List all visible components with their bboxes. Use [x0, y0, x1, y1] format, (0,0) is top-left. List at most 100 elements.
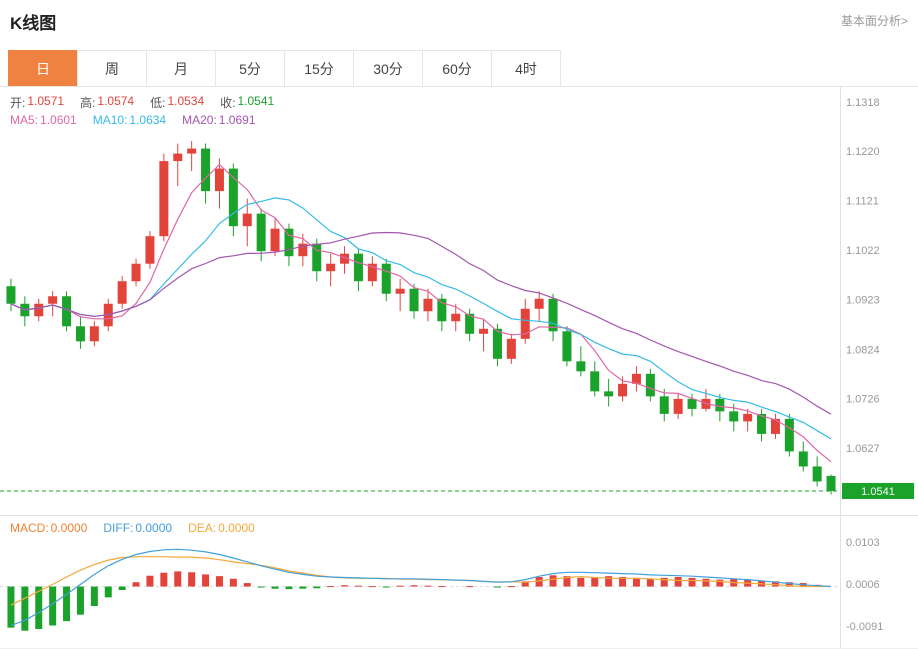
macd-hist-bar: [605, 576, 613, 587]
price-axis-tick: 1.0726: [846, 393, 880, 405]
macd-hist-bar: [563, 576, 571, 587]
candle-body: [284, 228, 294, 257]
macd-hist-bar: [229, 578, 237, 587]
tab-5min[interactable]: 5分: [215, 50, 285, 86]
price-panel: 1.1318 1.1220 1.1121 1.1022 1.0923 1.0824 1.07…: [0, 87, 918, 515]
candle-body: [520, 308, 530, 339]
tab-15min[interactable]: 15分: [284, 50, 354, 86]
candle-body: [576, 361, 586, 372]
macd-hist-bar: [104, 586, 112, 598]
candle-body: [812, 466, 822, 482]
macd-hist-bar: [660, 577, 668, 587]
macd-hist-bar: [424, 585, 432, 587]
tab-30min[interactable]: 30分: [353, 50, 423, 86]
tab-60min[interactable]: 60分: [422, 50, 492, 86]
macd-panel: 0.0103 0.0006 -0.0091 MACD: 0.0000 DIFF: 0.0…: [0, 515, 918, 648]
last-price-badge: [842, 482, 914, 499]
tab-week[interactable]: 周: [77, 50, 147, 86]
last-price-badge-text: 1.0541: [861, 486, 895, 498]
candle-body: [173, 153, 183, 162]
candlestick-chart-canvas[interactable]: 1.1318 1.1220 1.1121 1.1022 1.0923 1.0824 1.07…: [0, 87, 918, 515]
candle-body: [631, 373, 641, 384]
macd-axis-tick: -0.0091: [846, 621, 883, 633]
macd-hist-bar: [49, 586, 57, 626]
macd-hist-bar: [285, 586, 293, 590]
candle-body: [326, 263, 336, 272]
diff-line: [10, 548, 832, 627]
candle-body: [353, 253, 363, 282]
macd-hist-bar: [118, 586, 126, 591]
macd-hist-bar: [63, 586, 71, 622]
price-axis-tick: 1.1121: [846, 196, 879, 208]
candle-body: [451, 313, 461, 322]
candle-body: [381, 263, 391, 294]
macd-hist-bar: [646, 578, 654, 587]
candle-body: [479, 328, 489, 334]
macd-hist-bar: [35, 586, 43, 629]
candle-body: [298, 243, 308, 257]
header: K线图 基本面分析>: [0, 0, 918, 50]
macd-hist-bar: [368, 586, 376, 588]
macd-hist-bar: [507, 586, 515, 588]
candle-body: [618, 383, 628, 397]
ma20-line: [10, 231, 832, 415]
macd-hist-bar: [535, 577, 543, 587]
candle-body: [506, 338, 516, 359]
macd-hist-bar: [313, 586, 321, 589]
macd-hist-bar: [7, 586, 15, 628]
macd-hist-bar: [493, 586, 501, 588]
price-axis-tick: 1.0627: [846, 443, 880, 455]
price-axis-tick: 1.1220: [846, 146, 880, 158]
candle-body: [228, 168, 238, 227]
candle-body: [34, 303, 44, 317]
macd-hist-bar: [619, 577, 627, 587]
macd-hist-bar: [21, 586, 29, 631]
macd-hist-bar: [202, 574, 210, 587]
macd-hist-bar: [146, 575, 154, 587]
candle-body: [659, 396, 669, 414]
candle-body: [242, 213, 252, 227]
macd-hist-bar: [410, 585, 418, 587]
macd-hist-bar: [549, 575, 557, 587]
candle-body: [201, 148, 211, 192]
macd-hist-bar: [702, 578, 710, 587]
macd-hist-bar: [160, 572, 168, 587]
candle-body: [256, 213, 266, 252]
tab-4hour[interactable]: 4时: [491, 50, 561, 86]
candle-body: [465, 313, 475, 334]
page-title: K线图: [10, 14, 57, 33]
macd-hist-bar: [716, 579, 724, 587]
ma5-line: [10, 163, 832, 463]
candle-body: [757, 413, 767, 434]
macd-hist-bar: [243, 583, 251, 587]
candle-body: [187, 148, 197, 154]
macd-hist-bar: [591, 577, 599, 587]
tab-month[interactable]: 月: [146, 50, 216, 86]
candle-body: [145, 236, 155, 264]
candle-body: [409, 288, 419, 312]
candle-body: [159, 161, 169, 237]
candle-body: [6, 286, 16, 304]
candle-body: [673, 398, 683, 414]
candle-body: [798, 451, 808, 467]
candle-body: [131, 263, 141, 282]
candle-body: [48, 296, 58, 304]
tab-day[interactable]: 日: [8, 50, 78, 86]
candle-body: [75, 326, 85, 342]
candle-body: [367, 263, 377, 282]
candle-body: [548, 298, 558, 332]
candle-body: [590, 371, 600, 392]
macd-axis-tick: 0.0103: [846, 537, 880, 549]
candle-body: [270, 228, 280, 252]
candle-body: [687, 398, 697, 409]
macd-chart-canvas[interactable]: 0.0103 0.0006 -0.0091: [0, 516, 918, 648]
price-axis-tick: 1.0824: [846, 344, 880, 356]
candle-body: [312, 243, 322, 272]
macd-hist-bar: [215, 576, 223, 587]
candle-body: [534, 298, 544, 309]
candle-body: [604, 391, 614, 397]
fundamental-analysis-link[interactable]: 基本面分析>: [840, 14, 908, 28]
macd-hist-bar: [132, 582, 140, 587]
macd-hist-bar: [396, 585, 404, 587]
